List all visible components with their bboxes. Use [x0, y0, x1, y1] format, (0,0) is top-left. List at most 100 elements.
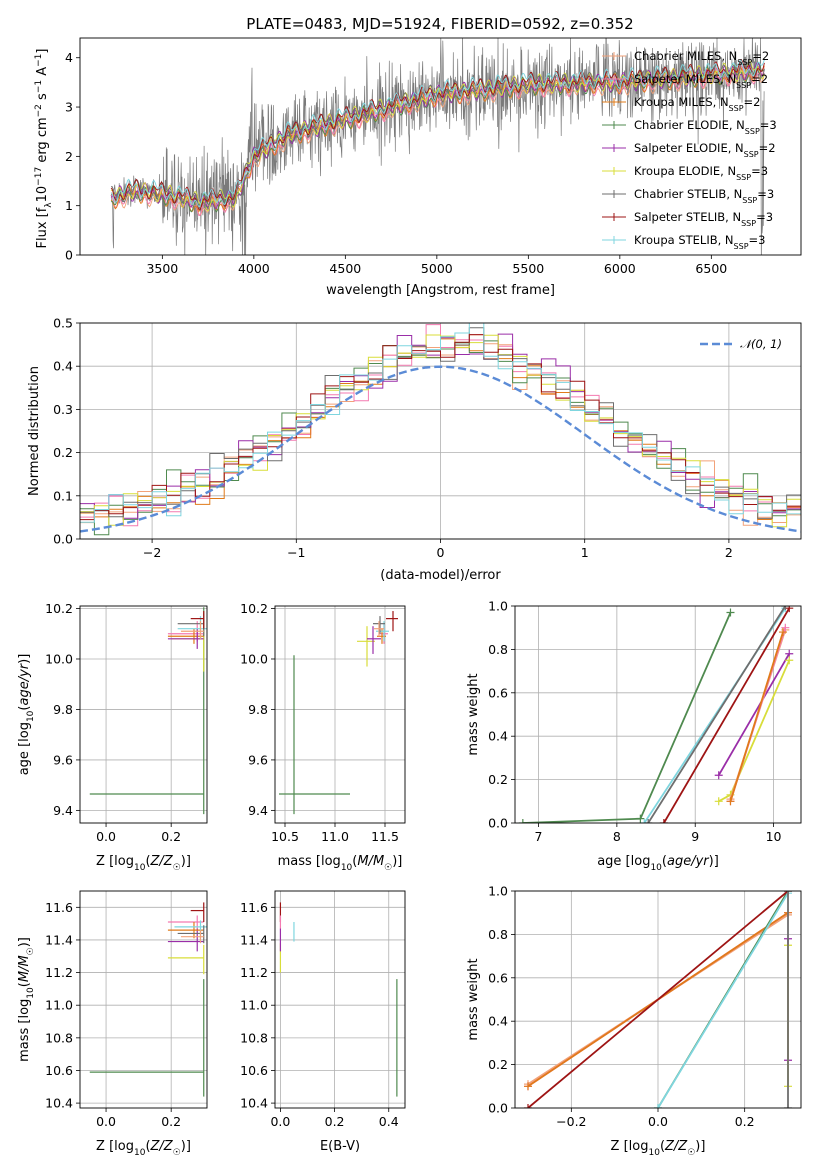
mass_weight_vs_Z-ylabel: mass weight	[466, 958, 481, 1040]
mass_weight_vs_Z-xtick-label: 0.2	[735, 1114, 755, 1129]
spectrum-xtick-label: 5000	[421, 261, 453, 276]
mass_weight_vs_Z-frame	[514, 890, 802, 1109]
mass_vs_Z-ytick-label: 11.0	[45, 998, 73, 1013]
model-spectrum-salpeter_elodie	[110, 62, 765, 210]
mass_weight_vs_Z-ytick-label: 0.6	[488, 970, 508, 985]
mass_weight_vs_age-ytick-label: 0.0	[488, 816, 508, 831]
series-kroupa_elodie	[718, 659, 791, 803]
residual_histogram-ytick-label: 0.3	[53, 402, 73, 417]
panels: 3500 4000 4500 5000 5500 6000 6500 0 1 2 3 4 Chabrie…	[17, 37, 802, 1158]
residual_histogram-xtick-label: 0	[437, 545, 445, 560]
spectrum-frame	[79, 37, 802, 256]
residual_histogram-panel: −2 −1 0 1 2 0.0 0.1 0.2 0.3 0.4 0.5 𝒩(0, 1) (data-mo…	[27, 316, 802, 583]
mass_vs_ebv-xtick-label: 0.0	[270, 1114, 290, 1129]
mass_weight_vs_age-panel: 7 8 9 10 0.0 0.2 0.4 0.6 0.8 1.0 age [log10(age/yr…	[466, 599, 802, 873]
mass_weight_vs_Z-ytick-label: 0.0	[488, 1101, 508, 1116]
mass_vs_ebv-xtick-label: 0.2	[325, 1114, 345, 1129]
mass_weight_vs_Z-xtick-label: −0.2	[556, 1114, 586, 1129]
residual_histogram-xtick-label: −1	[287, 545, 305, 560]
histogram-kroupa_elodie	[80, 334, 801, 528]
mass_weight_vs_Z-plot-area	[524, 891, 792, 1108]
marker-chabrier_stelib	[784, 891, 792, 895]
age_vs_Z-xtick-label: 0.2	[161, 829, 181, 844]
spectrum-xtick-label: 4500	[329, 261, 361, 276]
mass_weight_vs_age-xtick-label: 10	[766, 829, 782, 844]
mass_weight_vs_age-frame	[514, 605, 802, 824]
spectrum-xtick-label: 5500	[512, 261, 544, 276]
mass_vs_ebv-xlabel: E(B-V)	[320, 1139, 360, 1154]
marker-salpeter_miles	[781, 623, 790, 632]
spectrum-plot-area	[110, 38, 765, 255]
histogram-ylabel: Normed distribution	[27, 366, 42, 496]
age_vs_mass-ytick-label: 9.8	[248, 702, 268, 717]
mass_vs_ebv-plot-area	[279, 902, 398, 1097]
residual_histogram-xtick-label: 2	[725, 545, 733, 560]
mass_vs_ebv-panel: 0.0 0.2 0.4 10.4 10.6 10.8 11.0 11.2 11.4 11.6 E(B…	[240, 890, 406, 1154]
age_vs_Z-plot-area	[89, 607, 207, 815]
series-salpeter_stelib	[663, 607, 790, 823]
age_vs_Z-ytick-label: 10.2	[45, 601, 73, 616]
age_vs_mass-ytick-label: 9.4	[248, 803, 268, 818]
marker-chabrier_elodie	[518, 819, 527, 823]
age_vs_mass-ytick-label: 9.6	[248, 752, 268, 767]
mass_weight_vs_age-xtick-label: 7	[535, 829, 543, 844]
marker-kroupa_stelib	[640, 819, 649, 823]
mass_vs_ebv-ytick-label: 10.8	[240, 1030, 268, 1045]
age_vs_mass-xtick-label: 11.0	[321, 829, 349, 844]
histogram-salpeter_stelib	[80, 334, 801, 521]
mass_vs_Z-plot-area	[89, 902, 207, 1097]
mass_vs_Z-ytick-label: 10.4	[45, 1096, 73, 1111]
spectrum-xtick-label: 3500	[146, 261, 178, 276]
model-spectrum-salpeter_stelib	[110, 58, 765, 211]
age_vs_Z-ytick-label: 10.0	[45, 651, 73, 666]
legend-label-kroupa_elodie: Kroupa ELODIE, NSSP=3	[634, 164, 768, 182]
marker-salpeter_elodie	[714, 771, 723, 780]
series-chabrier_elodie	[522, 612, 732, 823]
age_vs_Z-ytick-label: 9.8	[53, 702, 73, 717]
mass_vs_Z-ytick-label: 11.2	[45, 965, 73, 980]
mass_weight_vs_age-ytick-label: 1.0	[488, 599, 508, 614]
marker-chabrier_elodie	[726, 608, 735, 617]
marker-chabrier_stelib	[644, 819, 653, 823]
histogram-kroupa_stelib	[80, 323, 801, 523]
series-kroupa_miles	[729, 631, 784, 802]
mass_vs_ebv-ytick-label: 11.4	[240, 932, 268, 947]
mass_weight_vs_Z-ytick-label: 0.2	[488, 1057, 508, 1072]
marker-chabrier_elodie	[636, 814, 645, 823]
mass_weight_vs_age-ytick-label: 0.6	[488, 685, 508, 700]
model-spectrum-chabrier_stelib	[111, 60, 765, 209]
age_vs_Z-ytick-label: 9.4	[53, 803, 73, 818]
age_vs_mass-xtick-label: 10.5	[271, 829, 299, 844]
marker-kroupa_miles	[524, 1082, 532, 1091]
spectrum-ytick-label: 3	[65, 100, 73, 115]
mass_vs_ebv-frame	[274, 890, 406, 1109]
mass_vs_Z-ylabel: mass [log10(M/M☉)]	[17, 937, 36, 1062]
residual_histogram-ytick-label: 0.2	[53, 445, 73, 460]
age_vs_mass-frame	[274, 605, 406, 824]
age_vs_mass-xlabel: mass [log10(M/M☉)]	[278, 854, 403, 873]
age_vs_mass-ytick-label: 10.0	[240, 651, 268, 666]
legend-label-salpeter_stelib: Salpeter STELIB, NSSP=3	[634, 210, 773, 228]
legend-label-kroupa_miles: Kroupa MILES, NSSP=2	[634, 95, 760, 113]
mass_weight_vs_Z-xtick-label: 0.0	[648, 1114, 668, 1129]
residual_histogram-xtick-label: 1	[581, 545, 589, 560]
figure-title: PLATE=0483, MJD=51924, FIBERID=0592, z=0…	[246, 15, 633, 33]
spectrum-xlabel: wavelength [Angstrom, rest frame]	[326, 283, 555, 298]
mass_vs_Z-xtick-label: 0.2	[161, 1114, 181, 1129]
mass_weight_vs_Z-ytick-label: 0.4	[488, 1014, 508, 1029]
histogram-legend-label: 𝒩(0, 1)	[740, 337, 782, 351]
mass_vs_ebv-xtick-label: 0.4	[379, 1114, 399, 1129]
marker-salpeter_stelib	[524, 1104, 532, 1108]
mass_vs_Z-xtick-label: 0.0	[96, 1114, 116, 1129]
residual_histogram-ytick-label: 0.0	[53, 532, 73, 547]
legend-label-chabrier_elodie: Chabrier ELODIE, NSSP=3	[634, 118, 777, 136]
marker-chabrier_stelib	[784, 1104, 792, 1108]
model-spectrum-kroupa_stelib	[110, 59, 765, 208]
histogram-xlabel: (data-model)/error	[380, 568, 501, 583]
mass_vs_ebv-ytick-label: 11.2	[240, 965, 268, 980]
mass_weight_vs_Z-ytick-label: 0.8	[488, 927, 508, 942]
spectrum-legend: Chabrier MILES, NSSP=2 Salpeter MILES, NS…	[602, 49, 777, 251]
mass_weight_vs_Z-xlabel: Z [log10(Z/Z☉)]	[611, 1139, 706, 1158]
spectrum-ylabel: Flux [fλ10−17 erg cm−2 s−1 A−1]	[34, 49, 54, 249]
age_vs_Z-ylabel: age [log10(age/yr)]	[17, 654, 36, 776]
